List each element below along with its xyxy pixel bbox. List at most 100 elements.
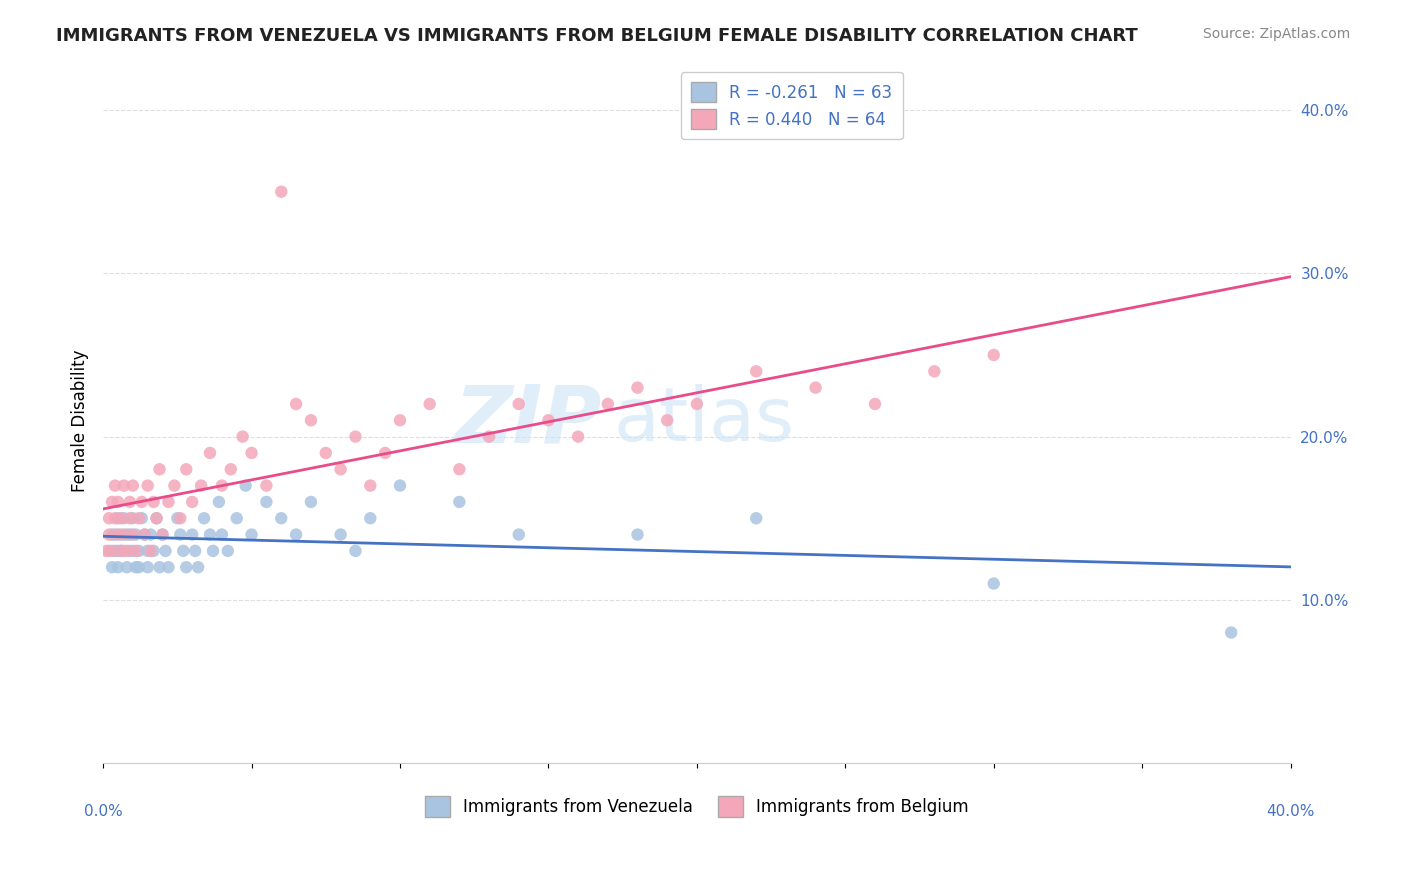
Legend: Immigrants from Venezuela, Immigrants from Belgium: Immigrants from Venezuela, Immigrants fr…: [418, 789, 976, 823]
Point: [139, 527, 162, 541]
Point: [172, 544, 194, 558]
Point: [359, 511, 381, 525]
Point: [166, 511, 188, 525]
Text: 40.0%: 40.0%: [1267, 805, 1315, 819]
Point: [374, 446, 396, 460]
Point: [115, 544, 138, 558]
Point: [270, 511, 292, 525]
Point: [285, 397, 308, 411]
Point: [1220, 625, 1243, 640]
Point: [508, 397, 530, 411]
Point: [104, 511, 127, 525]
Point: [193, 511, 215, 525]
Point: [198, 446, 221, 460]
Point: [101, 544, 124, 558]
Point: [118, 527, 141, 541]
Point: [107, 560, 129, 574]
Point: [104, 478, 127, 492]
Point: [285, 527, 308, 541]
Point: [219, 462, 242, 476]
Text: IMMIGRANTS FROM VENEZUELA VS IMMIGRANTS FROM BELGIUM FEMALE DISABILITY CORRELATI: IMMIGRANTS FROM VENEZUELA VS IMMIGRANTS …: [56, 27, 1137, 45]
Point: [567, 429, 589, 443]
Point: [745, 364, 768, 378]
Text: 0.0%: 0.0%: [84, 805, 122, 819]
Point: [187, 560, 209, 574]
Point: [152, 527, 174, 541]
Point: [118, 511, 141, 525]
Point: [104, 527, 127, 541]
Point: [134, 527, 156, 541]
Point: [626, 527, 648, 541]
Point: [181, 495, 204, 509]
Point: [107, 495, 129, 509]
Point: [329, 527, 352, 541]
Point: [804, 381, 827, 395]
Point: [121, 544, 143, 558]
Point: [157, 495, 180, 509]
Point: [121, 478, 143, 492]
Point: [125, 560, 148, 574]
Point: [225, 511, 247, 525]
Point: [118, 495, 141, 509]
Point: [449, 495, 471, 509]
Point: [134, 527, 156, 541]
Point: [94, 544, 117, 558]
Text: atlas: atlas: [614, 384, 794, 457]
Point: [344, 429, 367, 443]
Point: [983, 576, 1005, 591]
Point: [101, 527, 124, 541]
Text: ZIP: ZIP: [454, 381, 602, 459]
Point: [142, 495, 165, 509]
Point: [299, 413, 322, 427]
Point: [359, 478, 381, 492]
Point: [110, 511, 132, 525]
Point: [388, 478, 411, 492]
Point: [112, 544, 135, 558]
Point: [112, 511, 135, 525]
Point: [121, 511, 143, 525]
Point: [128, 511, 150, 525]
Point: [98, 511, 121, 525]
Point: [131, 495, 153, 509]
Point: [112, 527, 135, 541]
Point: [232, 429, 254, 443]
Point: [155, 544, 177, 558]
Point: [139, 544, 162, 558]
Point: [240, 446, 263, 460]
Point: [270, 185, 292, 199]
Point: [201, 544, 224, 558]
Point: [115, 560, 138, 574]
Point: [198, 527, 221, 541]
Point: [419, 397, 441, 411]
Text: Source: ZipAtlas.com: Source: ZipAtlas.com: [1202, 27, 1350, 41]
Point: [98, 527, 121, 541]
Point: [235, 478, 257, 492]
Point: [344, 544, 367, 558]
Point: [125, 527, 148, 541]
Point: [983, 348, 1005, 362]
Point: [107, 544, 129, 558]
Point: [388, 413, 411, 427]
Point: [169, 527, 191, 541]
Point: [163, 478, 186, 492]
Point: [299, 495, 322, 509]
Point: [104, 544, 127, 558]
Point: [125, 544, 148, 558]
Point: [110, 527, 132, 541]
Point: [211, 478, 233, 492]
Point: [184, 544, 207, 558]
Point: [537, 413, 560, 427]
Point: [217, 544, 239, 558]
Point: [315, 446, 337, 460]
Point: [745, 511, 768, 525]
Point: [478, 429, 501, 443]
Point: [112, 478, 135, 492]
Point: [240, 527, 263, 541]
Point: [924, 364, 946, 378]
Point: [152, 527, 174, 541]
Point: [174, 462, 197, 476]
Point: [107, 527, 129, 541]
Y-axis label: Female Disability: Female Disability: [72, 349, 89, 491]
Point: [110, 544, 132, 558]
Point: [136, 544, 159, 558]
